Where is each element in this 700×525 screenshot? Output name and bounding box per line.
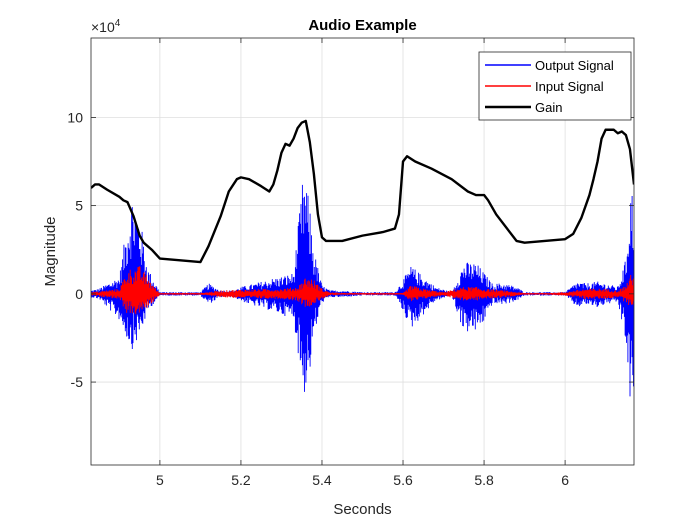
x-tick-label: 5 — [156, 472, 164, 488]
axis-ticks: 5 5.2 5.4 5.6 5.8 6 -5 0 5 10 — [67, 38, 634, 488]
y-axis-multiplier-base: ×10 — [91, 19, 115, 35]
series-gain — [91, 119, 634, 264]
legend-label: Output Signal — [535, 58, 614, 73]
y-axis-multiplier: ×104 — [91, 18, 121, 35]
x-tick-label: 5.4 — [312, 472, 332, 488]
legend: Output Signal Input Signal Gain — [478, 51, 632, 121]
y-tick-label: 0 — [75, 286, 83, 302]
x-axis-label: Seconds — [333, 501, 391, 518]
x-tick-label: 6 — [561, 472, 569, 488]
y-tick-label: 5 — [75, 198, 83, 214]
series-input-signal — [91, 266, 634, 315]
y-tick-label: 10 — [67, 109, 83, 125]
x-tick-label: 5.2 — [231, 472, 251, 488]
legend-label: Gain — [535, 100, 562, 115]
plot-area — [91, 119, 634, 397]
y-axis-label: Magnitude — [42, 216, 59, 286]
y-axis-multiplier-exponent: 4 — [115, 18, 121, 29]
axes-box — [90, 37, 635, 466]
y-tick-label: -5 — [71, 374, 84, 390]
chart-title: Audio Example — [308, 17, 416, 34]
x-tick-label: 5.6 — [393, 472, 413, 488]
legend-label: Input Signal — [535, 79, 604, 94]
x-tick-label: 5.8 — [474, 472, 494, 488]
